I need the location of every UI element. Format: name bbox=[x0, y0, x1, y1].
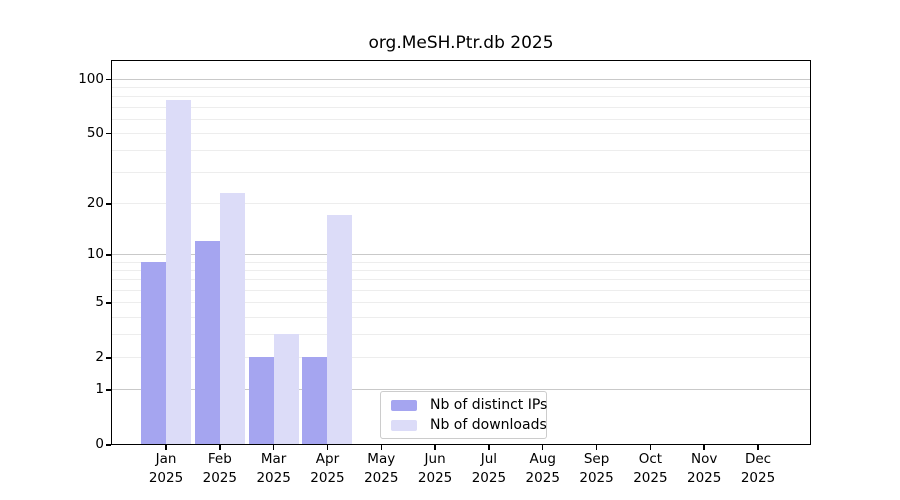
x-tick-mark bbox=[488, 445, 490, 450]
minor-gridline bbox=[112, 96, 810, 98]
minor-gridline bbox=[112, 87, 810, 89]
y-tick-label: 0 bbox=[95, 436, 104, 452]
y-tick-mark bbox=[106, 357, 111, 359]
x-tick-label-year: 2025 bbox=[148, 470, 184, 486]
y-tick-mark bbox=[106, 444, 111, 446]
legend-swatch-downloads bbox=[391, 419, 417, 431]
y-tick-label: 20 bbox=[86, 195, 104, 212]
x-tick-label-month: Jul bbox=[480, 451, 498, 467]
bar-distinct-ips bbox=[194, 241, 220, 444]
minor-gridline bbox=[112, 316, 810, 318]
x-tick-label-year: 2025 bbox=[525, 470, 560, 486]
minor-gridline bbox=[112, 118, 810, 120]
bar-downloads bbox=[219, 192, 245, 444]
major-gridline bbox=[112, 254, 810, 256]
bar-distinct-ips bbox=[141, 261, 166, 444]
y-tick-label: 2 bbox=[95, 349, 104, 366]
x-tick-mark bbox=[703, 445, 705, 450]
x-tick-mark bbox=[219, 445, 221, 450]
x-tick-mark bbox=[757, 445, 759, 450]
x-tick-label-year: 2025 bbox=[417, 470, 453, 486]
chart-title: org.MeSH.Ptr.db 2025 bbox=[368, 33, 554, 53]
y-tick-label: 5 bbox=[95, 294, 104, 311]
y-tick-mark bbox=[106, 132, 111, 135]
y-tick-mark bbox=[106, 302, 111, 304]
minor-gridline bbox=[112, 279, 810, 281]
x-tick-label-month: Nov bbox=[691, 451, 718, 467]
x-tick-label-year: 2025 bbox=[471, 470, 507, 486]
legend-item: Nb of distinct IPs bbox=[391, 397, 547, 413]
x-tick-label-month: Apr bbox=[315, 451, 340, 467]
legend: Nb of distinct IPs Nb of downloads bbox=[380, 391, 547, 439]
legend-item: Nb of downloads bbox=[391, 417, 547, 433]
y-tick-label: 1 bbox=[95, 381, 104, 398]
y-tick-mark bbox=[106, 254, 111, 256]
x-tick-label-year: 2025 bbox=[310, 470, 345, 486]
y-tick-label: 10 bbox=[86, 246, 104, 263]
minor-gridline bbox=[112, 203, 810, 205]
bar-distinct-ips bbox=[302, 357, 328, 444]
minor-gridline bbox=[112, 261, 810, 263]
x-tick-label-month: Mar bbox=[260, 451, 287, 467]
minor-gridline bbox=[112, 132, 810, 134]
y-tick-label: 50 bbox=[86, 124, 104, 141]
x-tick-label-year: 2025 bbox=[579, 470, 614, 486]
x-tick-label-year: 2025 bbox=[256, 470, 291, 486]
x-tick-label-month: Aug bbox=[529, 451, 556, 467]
x-tick-label-year: 2025 bbox=[687, 470, 722, 486]
x-tick-mark bbox=[326, 445, 329, 450]
x-tick-label-month: Dec bbox=[744, 451, 772, 467]
minor-gridline bbox=[112, 106, 810, 108]
minor-gridline bbox=[112, 290, 810, 291]
minor-gridline bbox=[112, 302, 810, 304]
x-tick-label-month: Jun bbox=[424, 451, 446, 467]
x-tick-label-month: Oct bbox=[638, 451, 663, 467]
legend-swatch-distinct-ips bbox=[391, 399, 417, 411]
x-tick-label-month: May bbox=[367, 451, 396, 467]
major-gridline bbox=[112, 78, 810, 80]
x-tick-mark bbox=[434, 445, 436, 450]
minor-gridline bbox=[112, 334, 810, 336]
y-tick-mark bbox=[106, 203, 111, 205]
x-tick-mark bbox=[649, 445, 652, 450]
x-tick-mark bbox=[165, 445, 167, 450]
x-tick-mark bbox=[595, 445, 598, 450]
y-tick-label: 100 bbox=[78, 70, 104, 87]
bar-distinct-ips bbox=[248, 357, 274, 444]
legend-label: Nb of downloads bbox=[430, 417, 547, 433]
bar-downloads bbox=[327, 215, 353, 444]
x-tick-mark bbox=[380, 445, 383, 450]
minor-gridline bbox=[112, 150, 810, 152]
x-tick-label-month: Jan bbox=[155, 451, 177, 467]
x-tick-label-month: Feb bbox=[207, 451, 232, 467]
bar-downloads bbox=[273, 334, 299, 444]
minor-gridline bbox=[112, 172, 810, 174]
minor-gridline bbox=[112, 357, 810, 359]
x-tick-mark bbox=[541, 445, 544, 450]
minor-gridline bbox=[112, 270, 810, 272]
x-tick-label-year: 2025 bbox=[202, 470, 237, 486]
x-tick-label-year: 2025 bbox=[364, 470, 399, 486]
x-tick-label-year: 2025 bbox=[740, 470, 776, 486]
y-tick-mark bbox=[106, 389, 111, 391]
x-tick-label-year: 2025 bbox=[633, 470, 668, 486]
y-tick-mark bbox=[106, 78, 111, 81]
bar-downloads bbox=[166, 100, 191, 444]
x-tick-label-month: Sep bbox=[583, 451, 610, 467]
major-gridline bbox=[112, 389, 810, 391]
x-tick-mark bbox=[272, 445, 275, 450]
legend-label: Nb of distinct IPs bbox=[430, 397, 548, 413]
